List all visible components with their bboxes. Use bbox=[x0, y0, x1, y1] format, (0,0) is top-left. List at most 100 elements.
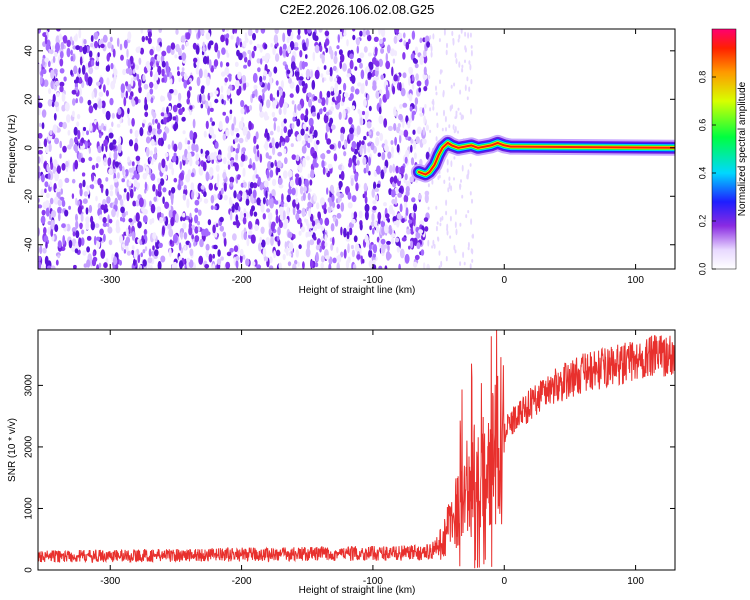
heatmap-cell bbox=[205, 120, 209, 130]
heatmap-cell bbox=[329, 144, 335, 150]
heatmap-cell bbox=[152, 184, 156, 192]
heatmap-cell bbox=[49, 49, 54, 55]
heatmap-cell bbox=[310, 239, 314, 245]
heatmap-cell bbox=[325, 111, 330, 117]
heatmap-cell bbox=[279, 205, 284, 216]
heatmap-cell bbox=[49, 130, 53, 136]
heatmap-cell bbox=[108, 132, 114, 139]
heatmap-cell bbox=[394, 29, 400, 34]
heatmap-cell bbox=[91, 164, 96, 170]
heatmap-cell bbox=[291, 123, 295, 129]
heatmap-cell bbox=[241, 74, 247, 84]
heatmap-cell bbox=[90, 59, 95, 67]
heatmap-cell bbox=[282, 32, 286, 43]
heatmap-cell bbox=[47, 173, 51, 180]
heatmap-cell bbox=[276, 168, 281, 173]
heatmap-cell bbox=[253, 145, 257, 154]
heatmap-cell bbox=[259, 44, 264, 53]
heatmap-cell bbox=[404, 253, 410, 264]
heatmap-cell bbox=[466, 96, 469, 101]
heatmap-cell bbox=[384, 224, 389, 234]
heatmap-cell bbox=[114, 197, 118, 206]
heatmap-cell bbox=[264, 43, 268, 50]
heatmap-cell bbox=[403, 129, 409, 138]
heatmap-cell bbox=[399, 104, 403, 109]
heatmap-cell bbox=[77, 205, 83, 215]
heatmap-cell bbox=[304, 218, 307, 223]
snr-plot-area bbox=[38, 330, 675, 570]
heatmap-cell bbox=[213, 59, 219, 67]
heatmap-cell bbox=[424, 193, 429, 204]
heatmap-cell bbox=[369, 243, 372, 251]
heatmap-cell bbox=[90, 42, 94, 48]
heatmap-cell bbox=[224, 66, 230, 76]
heatmap-cell bbox=[411, 110, 417, 116]
heatmap-cell bbox=[128, 218, 133, 223]
heatmap-cell bbox=[300, 128, 305, 136]
heatmap-cell bbox=[273, 250, 276, 259]
heatmap-cell bbox=[173, 143, 178, 152]
heatmap-cell bbox=[290, 143, 294, 148]
heatmap-cell bbox=[292, 110, 298, 117]
heatmap-x-axis: -300 -200 -100 0 100 bbox=[100, 29, 644, 286]
heatmap-cell bbox=[340, 170, 345, 181]
heatmap-cell bbox=[80, 213, 84, 222]
heatmap-cell bbox=[332, 236, 335, 246]
heatmap-cell bbox=[44, 181, 49, 188]
heatmap-cell bbox=[217, 193, 220, 200]
heatmap-cell bbox=[387, 218, 390, 223]
heatmap-cell bbox=[372, 199, 377, 205]
x-tick-label: 100 bbox=[627, 576, 644, 587]
heatmap-cell bbox=[297, 29, 301, 36]
heatmap-cell bbox=[59, 68, 65, 74]
heatmap-cell bbox=[93, 103, 98, 109]
heatmap-cell bbox=[103, 262, 108, 269]
heatmap-cell bbox=[101, 100, 106, 109]
heatmap-cell bbox=[422, 138, 427, 145]
heatmap-cell bbox=[210, 205, 214, 210]
heatmap-cell bbox=[226, 88, 231, 96]
heatmap-cell bbox=[125, 81, 129, 87]
heatmap-cell bbox=[279, 214, 284, 221]
heatmap-cell bbox=[221, 47, 226, 55]
heatmap-cell bbox=[160, 112, 165, 117]
heatmap-cell bbox=[86, 235, 92, 241]
heatmap-cell bbox=[203, 130, 207, 138]
heatmap-cell bbox=[402, 102, 408, 108]
heatmap-cell bbox=[405, 207, 409, 217]
heatmap-cell bbox=[103, 125, 106, 131]
heatmap-cell bbox=[326, 149, 331, 154]
heatmap-cell bbox=[94, 40, 99, 49]
heatmap-cell bbox=[243, 64, 248, 69]
heatmap-cell bbox=[313, 129, 318, 138]
heatmap-cell bbox=[468, 60, 471, 65]
heatmap-cell bbox=[383, 165, 387, 174]
heatmap-cell bbox=[354, 172, 359, 182]
heatmap-cell bbox=[243, 231, 248, 241]
heatmap-cell bbox=[387, 244, 390, 252]
heatmap-cell bbox=[411, 30, 416, 40]
heatmap-cell bbox=[127, 59, 131, 69]
heatmap-cell bbox=[404, 173, 408, 181]
heatmap-cell bbox=[307, 223, 310, 231]
heatmap-cell bbox=[301, 80, 306, 87]
heatmap-cell bbox=[188, 86, 192, 91]
heatmap-cell bbox=[88, 204, 93, 214]
heatmap-cell bbox=[459, 261, 462, 266]
heatmap-cell bbox=[298, 76, 304, 81]
heatmap-cell bbox=[175, 29, 179, 35]
heatmap-cell bbox=[117, 107, 122, 116]
snr-x-label: Height of straight line (km) bbox=[299, 585, 416, 596]
heatmap-cell bbox=[281, 193, 284, 203]
heatmap-cell bbox=[380, 29, 386, 37]
heatmap-cell bbox=[98, 91, 104, 98]
heatmap-cell bbox=[404, 156, 408, 164]
heatmap-cell bbox=[430, 45, 433, 53]
heatmap-cell bbox=[146, 91, 152, 102]
heatmap-cell bbox=[319, 197, 325, 206]
heatmap-cell bbox=[185, 173, 191, 183]
heatmap-cell bbox=[186, 98, 190, 105]
heatmap-cell bbox=[243, 107, 247, 115]
heatmap-cell bbox=[183, 184, 187, 190]
snr-y-label: SNR (10 * v/v) bbox=[7, 418, 18, 482]
